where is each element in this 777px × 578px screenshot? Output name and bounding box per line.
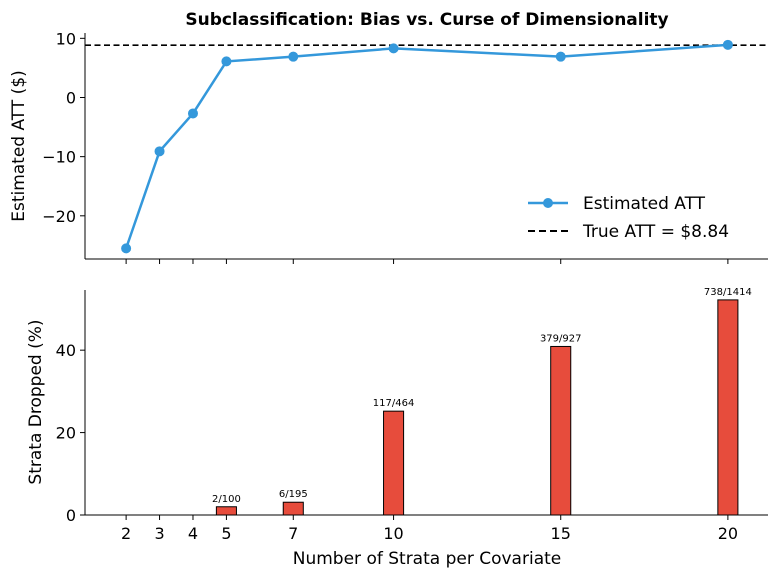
- bar-data-label: 379/927: [540, 333, 582, 344]
- bottom-x-tick-label: 2: [121, 524, 131, 543]
- bottom-y-tick-label: 0: [66, 506, 76, 525]
- estimated-att-point: [388, 43, 399, 54]
- bottom-x-tick-label: 10: [383, 524, 403, 543]
- bar-data-label: 2/100: [212, 494, 241, 505]
- top-y-tick-label: −10: [42, 148, 76, 167]
- x-axis-label: Number of Strata per Covariate: [293, 549, 561, 569]
- bar-data-label: 117/464: [373, 398, 415, 409]
- bottom-x-tick-label: 5: [221, 524, 231, 543]
- estimated-att-point: [121, 243, 132, 254]
- bottom-x-tick-label: 7: [288, 524, 298, 543]
- bottom-y-axis-label: Strata Dropped (%): [26, 319, 46, 484]
- legend: Estimated ATT True ATT = $8.84: [528, 194, 729, 242]
- bottom-axes: 2/100 6/195 117/464 379/927 738/1414 0 20 40 2 3 4…: [56, 287, 768, 543]
- top-y-tick-label: 10: [56, 29, 76, 48]
- bottom-x-tick-label: 15: [551, 524, 571, 543]
- strata-dropped-bar: [215, 506, 237, 516]
- top-y-axis-label: Estimated ATT ($): [9, 70, 29, 222]
- bottom-x-tick-label: 3: [154, 524, 164, 543]
- bottom-y-tick-label: 40: [56, 341, 76, 360]
- strata-dropped-bar: [717, 299, 739, 516]
- estimated-att-point: [154, 146, 165, 157]
- bar-data-label: 738/1414: [704, 287, 752, 298]
- chart-title: Subclassification: Bias vs. Curse of Dim…: [185, 10, 668, 30]
- bottom-y-tick-label: 20: [56, 424, 76, 443]
- estimated-att-point: [555, 51, 566, 62]
- estimated-att-point: [288, 51, 299, 62]
- strata-dropped-bar: [282, 501, 304, 516]
- legend-marker-estimated: [543, 198, 553, 208]
- strata-dropped-bar: [550, 345, 572, 516]
- top-y-tick-label: 0: [66, 88, 76, 107]
- top-axes: 10 0 −10 −20: [42, 29, 768, 264]
- estimated-att-line: [124, 43, 728, 249]
- legend-label-estimated: Estimated ATT: [583, 194, 706, 214]
- bottom-x-tick-label: 4: [188, 524, 198, 543]
- estimated-att-point: [187, 108, 198, 119]
- bottom-x-tick-label: 20: [718, 524, 738, 543]
- bar-data-label: 6/195: [279, 489, 308, 500]
- estimated-att-point: [722, 39, 733, 50]
- strata-dropped-bar: [383, 410, 405, 516]
- estimated-att-point: [221, 56, 232, 67]
- legend-label-true: True ATT = $8.84: [582, 222, 729, 242]
- top-y-tick-label: −20: [42, 207, 76, 226]
